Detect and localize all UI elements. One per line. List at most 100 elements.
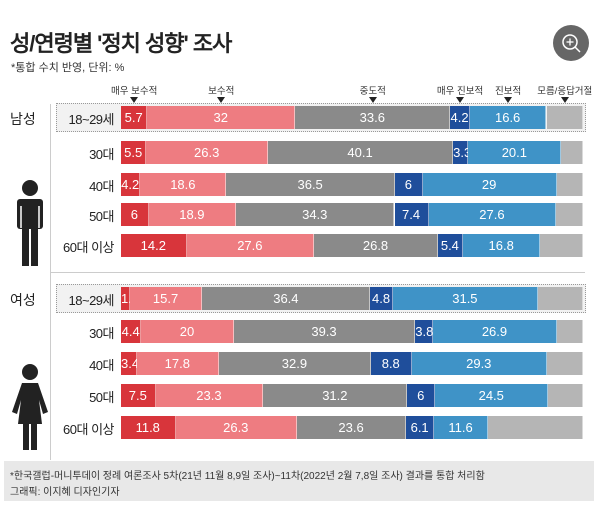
bar-segment: 27.6 [186,234,315,257]
bar-segment: 4.2 [450,106,470,129]
bar-segment: 34.3 [236,203,395,226]
data-label: 6 [417,388,425,403]
data-label: 7.5 [128,388,147,403]
bar-segment: 32 [147,106,296,129]
bar-segment: 29.3 [411,352,547,375]
female-icon [12,364,48,450]
legend-label: 매우 보수적 [110,86,158,97]
bar-segment: 23.3 [155,384,264,407]
footer: *한국갤럽-머니투데이 정례 여론조사 5차(21년 11월 8,9일 조사)~… [4,461,594,501]
row-label: 18~29세 [68,293,115,308]
bar-segment: 26.9 [432,320,558,343]
bar-segment: 18.6 [140,173,227,196]
data-label: 5.5 [124,145,143,160]
data-label: 23.6 [338,420,364,435]
bar-segment: 7.5 [121,384,156,407]
bar-segment: 3.8 [415,320,433,343]
data-label: 23.3 [196,388,222,403]
bar-segment: 14.2 [121,234,187,257]
bar-segment [546,352,583,375]
zoom-in-button[interactable] [553,25,589,61]
bar-segment [538,287,583,310]
data-label: 26.8 [362,238,389,253]
legend-arrow-icon [368,97,377,103]
bar-segment: 36.4 [202,287,371,310]
legend-arrow-icon [217,97,226,103]
bar-segment: 18.9 [148,203,237,226]
legend-label: 중도적 [359,86,386,97]
data-label: 6.1 [410,420,429,435]
data-label: 8.8 [381,356,400,371]
data-label: 34.3 [302,207,328,222]
legend-arrow-icon [560,97,569,103]
bar-segment: 5.5 [121,141,147,164]
data-label: 26.3 [223,420,249,435]
bar-segment: 8.8 [370,352,412,375]
legend-arrow-icon [130,97,139,103]
row-label: 50대 [89,209,114,224]
bar-segment: 23.6 [297,416,407,439]
bar-segment: 32.9 [218,352,371,375]
bar-segment: 11.8 [121,416,176,439]
data-label: 6 [130,207,138,222]
data-label: 27.6 [237,238,263,253]
data-label: 40.1 [347,145,373,160]
data-label: 36.4 [273,291,299,306]
data-label: 11.6 [448,420,473,435]
chart-title: 성/연령별 '정치 성향' 조사 [10,31,232,56]
footer-credit: 그래픽: 이지혜 디자인기자 [10,487,120,498]
data-label: 15.7 [152,291,179,306]
bar-segment: 6 [121,203,149,226]
data-label: 29 [481,177,497,192]
data-label: 7.4 [402,207,421,222]
row-label: 18~29세 [68,112,115,127]
data-label: 33.6 [359,110,385,125]
data-label: 20.1 [501,145,527,160]
data-label: 11.8 [135,420,160,435]
data-label: 3.4 [121,356,140,371]
bar-segment [548,384,583,407]
legend-label: 진보적 [495,86,522,97]
bar-segment [561,141,583,164]
bar-segment: 4.8 [370,287,393,310]
data-label: 18.9 [179,207,205,222]
bar-segment: 26.8 [314,234,438,257]
data-label: 36.5 [297,177,323,192]
chart-subtitle: *통합 수치 반영, 단위: % [11,62,125,74]
bar-segment: 33.6 [295,106,451,129]
bar-segment: 4.4 [121,320,142,343]
male-icon [17,180,43,266]
data-label: 32.9 [281,356,308,371]
data-label: 16.6 [494,110,521,125]
bar-segment: 11.6 [434,416,488,439]
bar-segment: 24.5 [435,384,549,407]
bar-segment: 4.2 [121,173,141,196]
bar-segment: 20 [141,320,234,343]
gender-label-female: 여성 [10,292,36,308]
bar-segment [556,203,583,226]
divider-horizontal [50,272,585,273]
divider-vertical [50,104,51,460]
bar-segment: 15.7 [129,287,203,310]
bar-segment [557,320,583,343]
bar-segment: 26.3 [146,141,268,164]
gender-label-male: 남성 [10,111,36,127]
bar-segment: 5.7 [121,106,148,129]
data-label: 27.6 [479,207,505,222]
footer-note: *한국갤럽-머니투데이 정례 여론조사 5차(21년 11월 8,9일 조사)~… [10,471,485,482]
bar-segment: 6.1 [406,416,435,439]
data-label: 4.8 [372,291,391,306]
bar-segment [546,106,583,129]
data-label: 16.8 [488,238,514,253]
bar-segment: 36.5 [226,173,395,196]
data-label: 3.8 [415,324,434,339]
data-label: 39.3 [311,324,337,339]
bar-segment [487,416,583,439]
row-label: 60대 이상 [63,240,114,255]
bar-segment: 6 [394,173,423,196]
bar-segment: 3.3 [453,141,471,164]
data-label: 17.8 [164,356,190,371]
row-label: 40대 [89,358,114,373]
bar-segment: 1.9 [121,287,139,310]
bar-segment [556,173,583,196]
